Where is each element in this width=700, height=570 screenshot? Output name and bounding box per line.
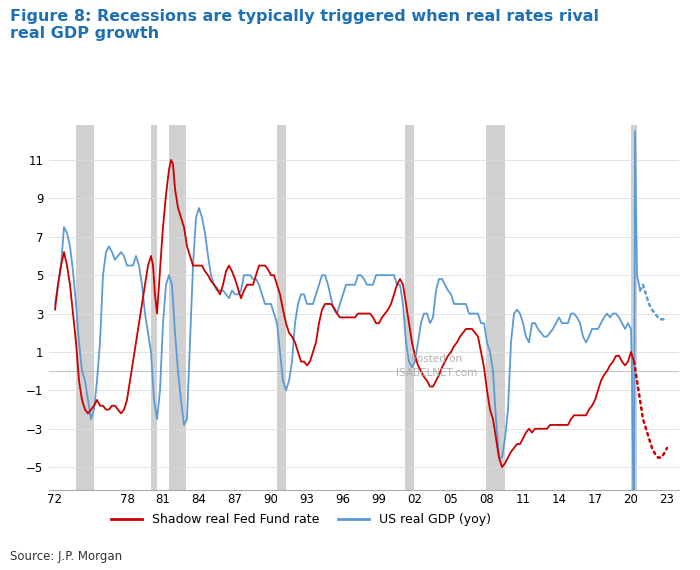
- Bar: [151, 125, 157, 490]
- Text: Source: J.P. Morgan: Source: J.P. Morgan: [10, 550, 122, 563]
- Text: Posted on
ISABELNET.com: Posted on ISABELNET.com: [395, 354, 477, 378]
- Bar: [76, 125, 94, 490]
- Bar: [486, 125, 505, 490]
- Legend: Shadow real Fed Fund rate, US real GDP (yoy): Shadow real Fed Fund rate, US real GDP (…: [106, 508, 496, 531]
- Bar: [277, 125, 286, 490]
- Bar: [169, 125, 186, 490]
- Bar: [405, 125, 414, 490]
- Bar: [631, 125, 637, 490]
- Text: Figure 8: Recessions are typically triggered when real rates rival
real GDP grow: Figure 8: Recessions are typically trigg…: [10, 9, 599, 41]
